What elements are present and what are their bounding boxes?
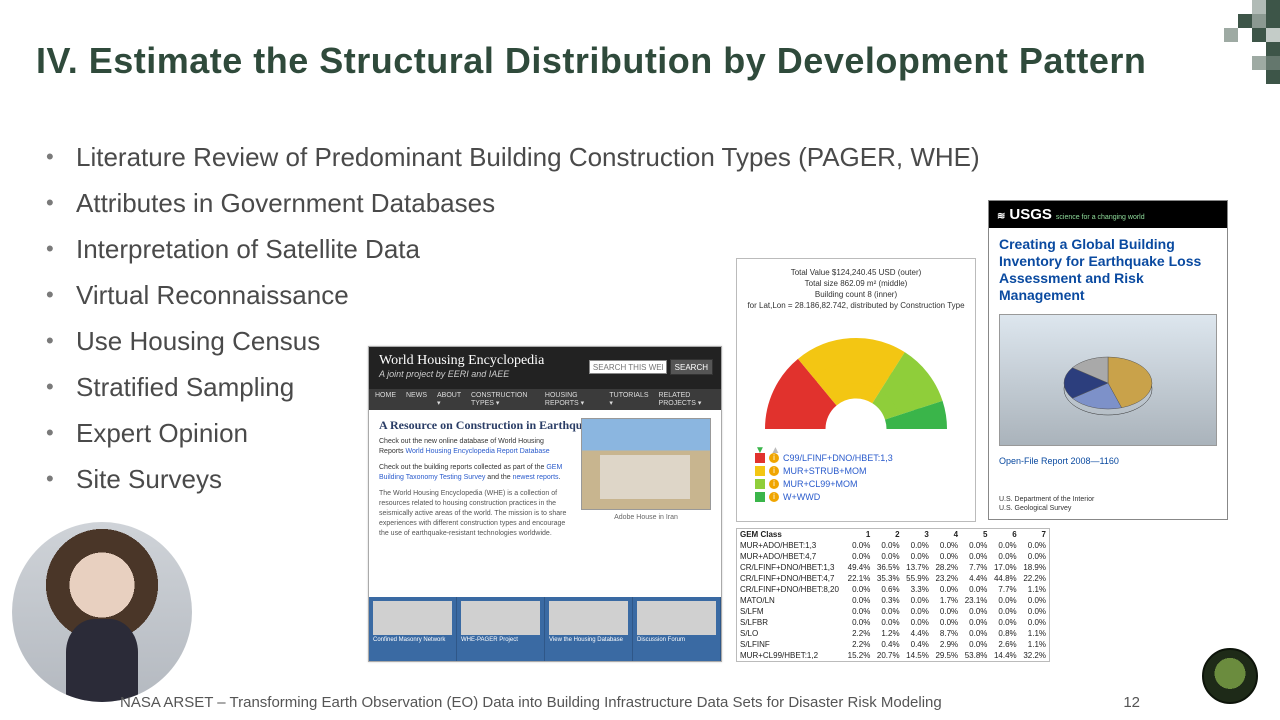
whe-nav-item[interactable]: RELATED PROJECTS ▾: [659, 392, 715, 407]
whe-nav-item[interactable]: ABOUT ▾: [437, 392, 461, 407]
whe-link[interactable]: World Housing Encyclopedia Report Databa…: [405, 448, 549, 455]
table-row: CR/LFINF+DNO/HBET:4,722.1%35.3%55.9%23.2…: [737, 573, 1049, 584]
usgs-tagline: science for a changing world: [1056, 214, 1145, 221]
donut-meta-line: Total Value $124,240.45 USD (outer): [737, 267, 975, 278]
legend-row: iMUR+STRUB+MOM: [755, 466, 975, 476]
legend-link[interactable]: MUR+STRUB+MOM: [783, 466, 867, 476]
slide-title: IV. Estimate the Structural Distribution…: [36, 40, 1146, 82]
presenter-video: [12, 522, 192, 702]
usgs-dept1: U.S. Department of the Interior: [999, 495, 1094, 504]
whe-nav-item[interactable]: HOME: [375, 392, 396, 407]
whe-photo: [581, 418, 711, 510]
legend-link[interactable]: MUR+CL99+MOM: [783, 479, 858, 489]
usgs-dept2: U.S. Geological Survey: [999, 504, 1094, 513]
whe-screenshot: World Housing Encyclopedia A joint proje…: [368, 346, 722, 662]
footer: NASA ARSET – Transforming Earth Observat…: [0, 684, 1280, 720]
table-row: MUR+CL99/HBET:1,215.2%20.7%14.5%29.5%53.…: [737, 650, 1049, 661]
legend-link[interactable]: C99/LFINF+DNO/HBET:1,3: [783, 453, 893, 463]
page-number: 12: [1123, 694, 1140, 711]
whe-foot-card[interactable]: Discussion Forum: [633, 597, 721, 661]
usgs-cover: ≋ USGS science for a changing world Crea…: [988, 200, 1228, 520]
whe-search-button[interactable]: SEARCH: [670, 359, 713, 375]
donut-panel: Total Value $124,240.45 USD (outer)Total…: [736, 258, 976, 522]
footer-text: NASA ARSET – Transforming Earth Observat…: [120, 694, 942, 711]
whe-foot-card[interactable]: Confined Masonry Network: [369, 597, 457, 661]
donut-chart: [756, 319, 956, 439]
legend-row: iW+WWD: [755, 492, 975, 502]
whe-foot-cards: Confined Masonry NetworkWHE-PAGER Projec…: [369, 597, 721, 661]
usgs-logo-bar: ≋ USGS science for a changing world: [989, 201, 1227, 228]
donut-nav-triangles: ▼ ▲: [755, 445, 780, 456]
legend-row: iC99/LFINF+DNO/HBET:1,3: [755, 453, 975, 463]
donut-meta: Total Value $124,240.45 USD (outer)Total…: [737, 267, 975, 311]
table-row: S/LO2.2%1.2%4.4%8.7%0.0%0.8%1.1%: [737, 628, 1049, 639]
whe-nav-item[interactable]: HOUSING REPORTS ▾: [545, 392, 599, 407]
whe-header: World Housing Encyclopedia A joint proje…: [369, 347, 721, 389]
bullet-item: Attributes in Government Databases: [40, 180, 980, 226]
table-row: S/LFM0.0%0.0%0.0%0.0%0.0%0.0%0.0%: [737, 606, 1049, 617]
whe-search: SEARCH: [589, 359, 713, 375]
whe-foot-card[interactable]: View the Housing Database: [545, 597, 633, 661]
usgs-photo: [999, 314, 1217, 446]
whe-nav-item[interactable]: TUTORIALS ▾: [609, 392, 648, 407]
whe-text2: Check out the building reports collected…: [379, 463, 569, 483]
whe-nav-item[interactable]: CONSTRUCTION TYPES ▾: [471, 392, 535, 407]
whe-para: The World Housing Encyclopedia (WHE) is …: [379, 489, 569, 539]
table-row: S/LFINF2.2%0.4%0.4%2.9%0.0%2.6%1.1%: [737, 639, 1049, 650]
whe-text: Check out the new online database of Wor…: [379, 437, 569, 457]
table-row: MATO/LN0.0%0.3%0.0%1.7%23.1%0.0%0.0%: [737, 595, 1049, 606]
whe-body: A Resource on Construction in Earthquake…: [369, 410, 721, 620]
whe-link3[interactable]: newest reports: [513, 474, 559, 481]
usgs-report-no: Open-File Report 2008—1160: [989, 452, 1227, 470]
donut-meta-line: Total size 862.09 m² (middle): [737, 278, 975, 289]
gem-table: GEM Class1234567MUR+ADO/HBET:1,30.0%0.0%…: [736, 528, 1050, 662]
bullet-item: Literature Review of Predominant Buildin…: [40, 134, 980, 180]
whe-nav-item[interactable]: NEWS: [406, 392, 427, 407]
legend-row: iMUR+CL99+MOM: [755, 479, 975, 489]
donut-legend: iC99/LFINF+DNO/HBET:1,3 iMUR+STRUB+MOM iMU…: [755, 453, 975, 502]
table-row: CR/LFINF+DNO/HBET:1,349.4%36.5%13.7%28.2…: [737, 562, 1049, 573]
usgs-title: Creating a Global Building Inventory for…: [989, 228, 1227, 308]
whe-foot-card[interactable]: WHE-PAGER Project: [457, 597, 545, 661]
usgs-dept: U.S. Department of the Interior U.S. Geo…: [999, 495, 1094, 513]
donut-meta-line: for Lat,Lon = 28.186,82.742, distributed…: [737, 300, 975, 311]
table-row: CR/LFINF+DNO/HBET:8,200.0%0.6%3.3%0.0%0.…: [737, 584, 1049, 595]
corner-decoration: [1160, 0, 1280, 90]
table-row: S/LFBR0.0%0.0%0.0%0.0%0.0%0.0%0.0%: [737, 617, 1049, 628]
whe-nav: HOME NEWS ABOUT ▾ CONSTRUCTION TYPES ▾ HOUSI…: [369, 389, 721, 410]
legend-link[interactable]: W+WWD: [783, 492, 820, 502]
usgs-logo-text: USGS: [1009, 206, 1052, 223]
whe-photo-caption: Adobe House in Iran: [581, 514, 711, 521]
whe-search-input[interactable]: [589, 360, 667, 374]
table-row: MUR+ADO/HBET:4,70.0%0.0%0.0%0.0%0.0%0.0%…: [737, 551, 1049, 562]
table-row: MUR+ADO/HBET:1,30.0%0.0%0.0%0.0%0.0%0.0%…: [737, 540, 1049, 551]
donut-meta-line: Building count 8 (inner): [737, 289, 975, 300]
